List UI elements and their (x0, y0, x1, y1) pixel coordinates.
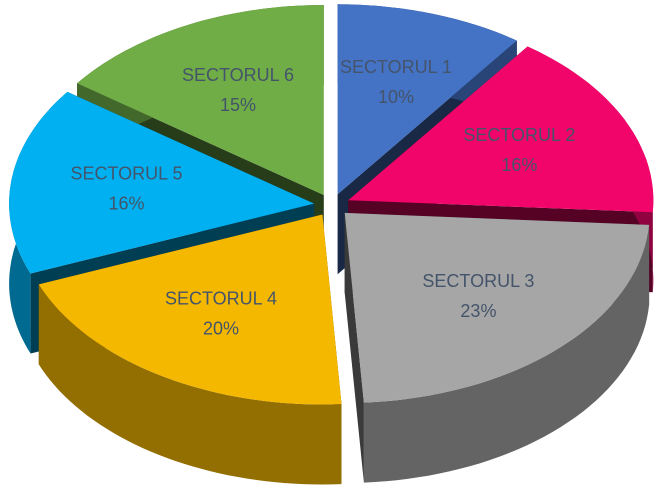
slice-side (38, 284, 342, 485)
slice-value-label: 16% (501, 155, 537, 175)
slice: SECTORUL 3 23% (344, 212, 650, 483)
slice-label: SECTORUL 3 (422, 271, 534, 291)
slice-label: SECTORUL 4 (165, 289, 277, 309)
slice (344, 212, 650, 403)
slice: SECTORUL 4 20% (38, 214, 342, 485)
slice (337, 4, 517, 195)
slice (348, 46, 654, 213)
slice-label: SECTORUL 2 (463, 125, 575, 145)
slice-value-label: 23% (460, 301, 496, 321)
slice-label: SECTORUL 1 (340, 57, 452, 77)
slice-side (363, 224, 650, 483)
slice-value-label: 15% (220, 95, 256, 115)
slice-value-label: 10% (378, 87, 414, 107)
slice-value-label: 16% (109, 194, 145, 214)
slice-label: SECTORUL 6 (182, 65, 294, 85)
slice (77, 5, 324, 195)
slice-value-label: 20% (203, 319, 239, 339)
slice-label: SECTORUL 5 (71, 164, 183, 184)
slice (38, 214, 342, 405)
slice-wall (344, 212, 364, 483)
slice (9, 91, 315, 274)
